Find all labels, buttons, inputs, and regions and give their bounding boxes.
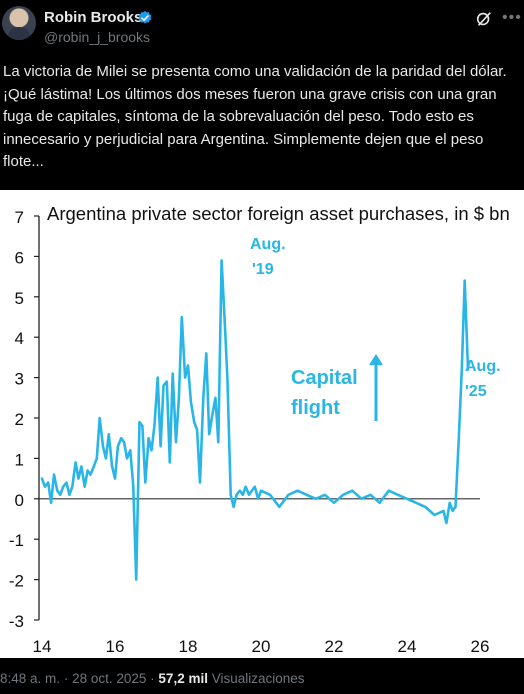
annotation-aug19-line2: '19 [252,261,274,278]
separator: · [63,671,69,686]
x-tick-label: 16 [106,637,125,656]
chart-image[interactable]: 7 6 5 4 3 2 1 0 -1 -2 -3 14 16 18 20 22 24 26 Argentina … [0,190,524,658]
author-handle[interactable]: @robin_j_brooks [44,29,151,45]
x-tick-label: 26 [471,637,490,656]
tweet-footer: 8:48 a. m. · 28 oct. 2025 · 57,2 mil Vis… [0,671,305,686]
separator: · [150,671,155,686]
views-count: 57,2 mil [158,671,208,686]
y-tick-label: 1 [15,450,24,469]
y-tick-label: 5 [15,289,24,308]
views-label: Visualizaciones [211,671,305,686]
y-tick-label: 0 [15,491,24,510]
up-arrow-icon [369,354,383,421]
y-tick-label: 6 [15,248,24,267]
annotation-aug25-line1: Aug. [465,358,501,375]
post-date[interactable]: 28 oct. 2025 [72,671,147,686]
y-tick-label: 7 [15,208,24,227]
verified-badge-icon [138,11,152,24]
annotation-capital-line2: flight [291,397,340,419]
author-name[interactable]: Robin Brooks [44,9,143,26]
tweet-header: Robin Brooks @robin_j_brooks ••• [0,0,524,52]
x-tick-label: 14 [33,637,52,656]
annotation-aug25-line2: '25 [465,383,487,400]
x-tick-label: 24 [398,637,417,656]
y-tick-label: 2 [15,410,24,429]
more-icon[interactable]: ••• [502,9,522,26]
post-time[interactable]: 8:48 a. m. [0,671,61,686]
annotation-capital-line1: Capital [291,367,358,389]
x-tick-label: 18 [179,637,198,656]
series-line [40,259,470,581]
grok-icon[interactable] [475,10,493,28]
x-tick-label: 20 [252,637,271,656]
foreign-asset-purchases-chart: 7 6 5 4 3 2 1 0 -1 -2 -3 14 16 18 20 22 24 26 Argentina … [9,203,510,656]
y-tick-label: 3 [15,370,24,389]
tweet-text: La victoria de Milei se presenta como un… [3,63,507,170]
y-tick-label: -2 [9,572,24,591]
y-tick-label: -1 [9,531,24,550]
chart-title: Argentina private sector foreign asset p… [47,203,510,224]
y-tick-label: 4 [15,329,24,348]
avatar[interactable] [2,6,36,40]
x-tick-label: 22 [325,637,344,656]
y-tick-label: -3 [9,612,24,631]
annotation-aug19-line1: Aug. [250,236,286,253]
